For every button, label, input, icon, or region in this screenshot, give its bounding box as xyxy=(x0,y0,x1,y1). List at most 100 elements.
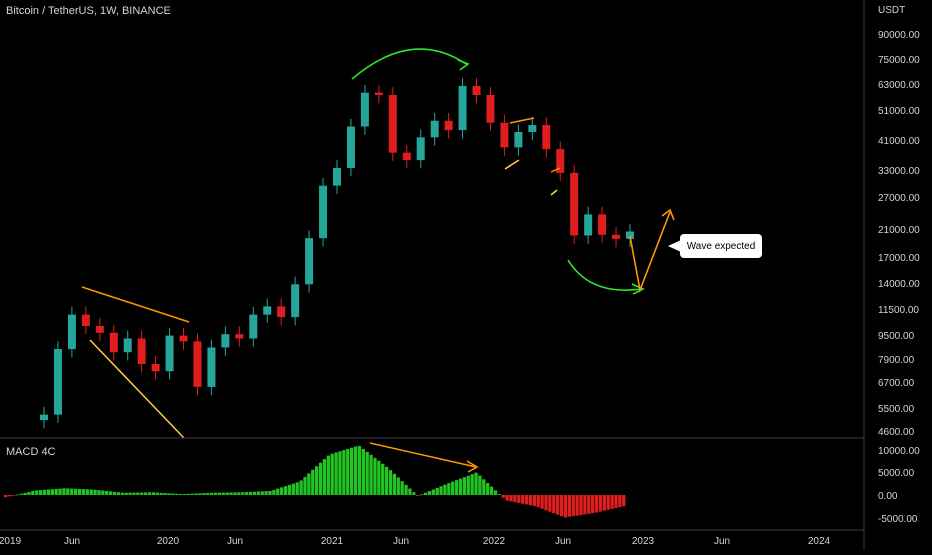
macd-bar xyxy=(396,477,400,495)
macd-bar xyxy=(7,495,12,497)
candles xyxy=(40,78,634,429)
trendline-lower[interactable] xyxy=(89,339,185,439)
macd-bar xyxy=(315,466,319,495)
candle-body xyxy=(430,120,439,138)
macd-bar xyxy=(241,492,245,495)
macd-bar xyxy=(27,491,31,495)
macd-bar xyxy=(334,452,338,495)
flag-line-bottom[interactable] xyxy=(504,159,520,170)
macd-bar xyxy=(175,493,179,495)
macd-bar xyxy=(260,491,264,495)
macd-bar xyxy=(128,492,132,495)
expected-wave-path[interactable] xyxy=(629,211,671,293)
macd-bar xyxy=(112,491,117,495)
time-tick-label: 2019 xyxy=(0,536,22,547)
candle-body xyxy=(179,335,188,342)
macd-bar xyxy=(458,478,463,495)
macd-bar xyxy=(85,489,89,495)
top-arc-arrowhead[interactable] xyxy=(457,59,470,71)
macd-bar xyxy=(365,451,369,495)
candle-body xyxy=(472,85,481,95)
macd-bar xyxy=(268,490,272,495)
macd-bar xyxy=(357,445,362,495)
macd-bar xyxy=(73,488,78,495)
candle-body xyxy=(249,314,258,339)
macd-bar xyxy=(594,495,599,513)
time-tick-label: 2021 xyxy=(321,536,344,547)
macd-bar xyxy=(97,490,101,495)
price-axis[interactable]: USDT 90000.00 75000.00 63000.00 51000.00 4100… xyxy=(878,5,920,438)
macd-bar xyxy=(610,495,614,509)
macd-bar xyxy=(143,492,148,495)
macd-bar xyxy=(245,492,249,495)
price-tick-label: 11500.00 xyxy=(878,305,919,316)
candle-body xyxy=(95,326,104,333)
macd-bar xyxy=(509,495,513,502)
macd-bar xyxy=(108,491,113,495)
candle-body xyxy=(444,120,453,131)
time-tick-label: Jun xyxy=(227,536,243,547)
macd-bar xyxy=(513,495,517,503)
wave-expected-callout[interactable]: Wave expected xyxy=(680,234,762,258)
bottom-arc-arrowhead[interactable] xyxy=(631,283,645,295)
candle-body xyxy=(291,284,300,318)
macd-bar xyxy=(571,495,575,517)
macd-bar xyxy=(575,495,579,516)
macd-bar xyxy=(536,495,540,508)
candle-body xyxy=(277,306,286,318)
macd-bar xyxy=(587,495,591,514)
macd-bar xyxy=(377,460,381,495)
macd-bar xyxy=(373,457,377,495)
bottom-arc[interactable] xyxy=(567,259,642,291)
price-tick-label: 27000.00 xyxy=(878,193,920,204)
macd-bar xyxy=(155,492,159,495)
candle-body xyxy=(360,92,369,127)
macd-bar xyxy=(206,492,210,495)
price-tick-label: 41000.00 xyxy=(878,136,920,147)
drawings[interactable] xyxy=(81,48,675,473)
small-flag-top[interactable] xyxy=(550,167,561,173)
macd-bar xyxy=(559,495,564,517)
macd-bar xyxy=(194,493,198,495)
macd-bar xyxy=(171,493,175,495)
macd-bar xyxy=(307,473,311,495)
macd-divergence-line[interactable] xyxy=(369,442,477,468)
candle-body xyxy=(263,306,272,315)
macd-bar xyxy=(140,492,144,495)
macd-tick-label: 0.00 xyxy=(878,491,898,502)
macd-bar xyxy=(182,493,187,495)
small-flag-bottom[interactable] xyxy=(550,189,558,196)
expected-wave-arrowhead[interactable] xyxy=(661,208,675,221)
macd-bar xyxy=(295,482,299,495)
trendline-upper[interactable] xyxy=(81,286,190,323)
macd-bar xyxy=(521,495,525,504)
time-axis[interactable]: 2019 Jun 2020 Jun 2021 Jun 2022 Jun 2023 Jun 2024 xyxy=(0,536,831,547)
macd-axis[interactable]: 10000.00 5000.00 0.00 -5000.00 xyxy=(878,446,920,525)
macd-bar xyxy=(524,495,529,505)
candle-body xyxy=(235,334,244,339)
macd-bar xyxy=(470,474,474,495)
macd-bar xyxy=(606,495,610,510)
macd-divergence-arrowhead[interactable] xyxy=(466,460,479,473)
candle-body xyxy=(458,85,467,131)
top-arc[interactable] xyxy=(351,48,467,80)
macd-bar xyxy=(454,480,459,495)
candle-body xyxy=(221,334,230,348)
macd-bar xyxy=(287,484,292,495)
macd-title[interactable]: MACD 4C xyxy=(6,446,56,458)
macd-bar xyxy=(116,492,121,495)
macd-bar xyxy=(614,495,618,509)
flag-line-top[interactable] xyxy=(509,117,535,124)
time-tick-label: Jun xyxy=(64,536,80,547)
macd-bar xyxy=(132,492,136,495)
symbol-title[interactable]: Bitcoin / TetherUS, 1W, BINANCE xyxy=(6,5,171,17)
macd-bar xyxy=(248,491,253,495)
macd-bar xyxy=(544,495,548,511)
macd-bar xyxy=(392,473,397,495)
candle-body xyxy=(137,338,146,364)
macd-bar xyxy=(431,489,435,495)
macd-bar xyxy=(528,495,533,506)
macd-bar xyxy=(322,459,327,495)
